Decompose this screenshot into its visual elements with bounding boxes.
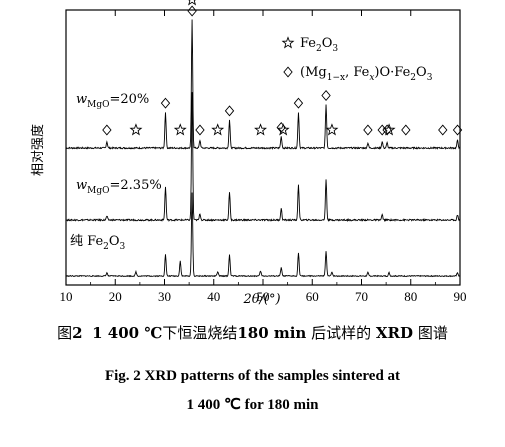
diamond-peak-marker [363, 124, 373, 136]
legend-diamond-icon [283, 66, 293, 78]
diamond-peak-marker [377, 124, 387, 136]
diamond-peak-marker [321, 89, 331, 101]
star-peak-marker [211, 123, 225, 136]
series-label-20: wMgO=20% [76, 92, 149, 110]
caption-chinese: 图2 1 400 ℃下恒温烧结180 min 后试样的 XRD 图谱 [57, 324, 448, 342]
series-label-pure: 纯 Fe2O3 [70, 234, 126, 252]
x-tick-label: 70 [355, 289, 368, 304]
y-axis-label: 相对强度 [30, 124, 46, 176]
legend-diamond-shape [283, 66, 293, 78]
legend-fe2o3-label: Fe2O3 [300, 36, 338, 54]
xrd-chart: 10 20 30 40 50 60 70 80 90 2θ/(°) 相对强度 Fe2O3 (Mg… [30, 0, 467, 307]
x-tick-label: 30 [158, 289, 171, 304]
legend: Fe2O3 (Mg1−x, Fex)O·Fe2O3 [281, 36, 433, 83]
x-tick-label: 20 [109, 289, 122, 304]
series-label-2-35: wMgO=2.35% [76, 178, 162, 196]
x-axis-label: 2θ/(°) [242, 292, 280, 307]
diamond-peak-marker [187, 5, 197, 17]
xrd-traces [65, 19, 461, 278]
caption-english-line2: 1 400 ℃ for 180 min [186, 397, 319, 413]
diamond-peak-marker [401, 124, 411, 136]
diamond-peak-marker [224, 105, 235, 117]
legend-star-shape [281, 36, 295, 49]
xrd-trace-series-1 [65, 92, 461, 223]
star-peak-marker [276, 123, 290, 136]
x-tick-label: 90 [454, 289, 467, 304]
diamond-peak-marker [438, 124, 448, 136]
x-tick-label: 60 [306, 289, 319, 304]
xrd-trace-series-2 [65, 192, 461, 278]
peak-markers [102, 0, 463, 136]
xrd-trace-series-0 [65, 19, 461, 150]
star-peak-marker [188, 0, 197, 6]
star-peak-marker [382, 123, 396, 136]
star-peak-marker [325, 123, 339, 136]
caption-english-line1: Fig. 2 XRD patterns of the samples sinte… [104, 368, 401, 384]
x-tick-label: 40 [207, 289, 220, 304]
diamond-peak-marker [452, 124, 463, 136]
diamond-peak-marker [160, 97, 171, 109]
star-peak-marker [129, 123, 143, 136]
x-axis-ticks: 10 20 30 40 50 60 70 80 90 [60, 10, 467, 304]
diamond-peak-marker [102, 124, 112, 136]
star-peak-marker [173, 123, 187, 136]
x-tick-label: 10 [60, 289, 73, 304]
x-tick-label: 80 [404, 289, 417, 304]
diamond-peak-marker [293, 97, 304, 109]
legend-star-icon [281, 36, 295, 49]
x-tick-label: 50 [257, 289, 270, 304]
star-peak-marker [254, 123, 267, 136]
legend-spinel-label: (Mg1−x, Fex)O·Fe2O3 [300, 65, 433, 83]
diamond-peak-marker [195, 124, 205, 136]
